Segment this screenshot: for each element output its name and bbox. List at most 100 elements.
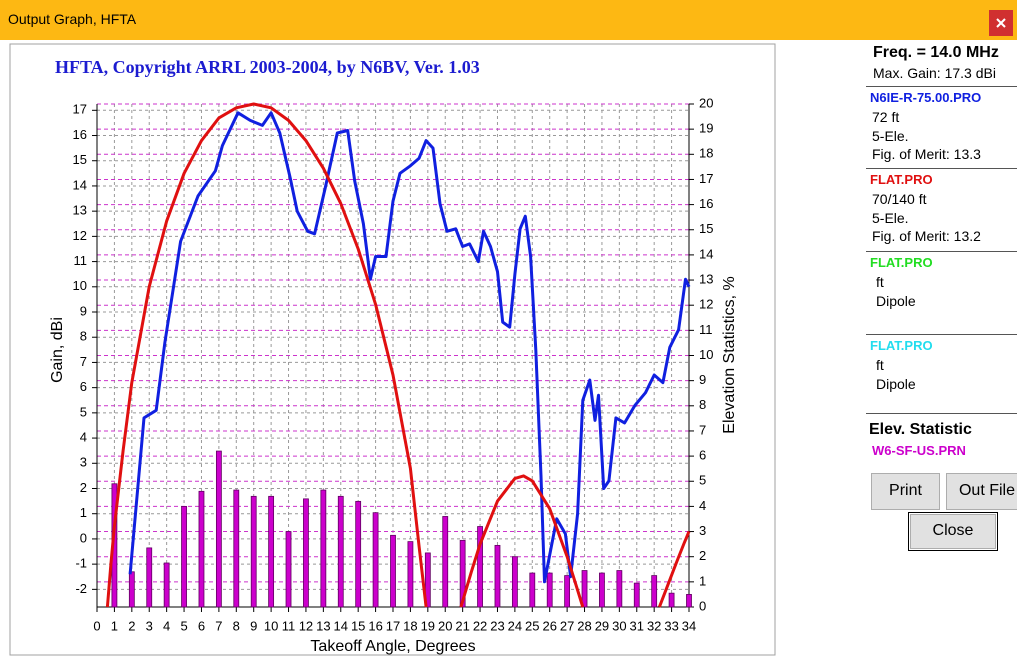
x-tick-label: 25 <box>525 618 539 633</box>
y2-tick-label: 18 <box>699 146 713 161</box>
antenna-detail: 70/140 ft <box>872 191 927 207</box>
side-panel: Freq. = 14.0 MHz Max. Gain: 17.3 dBi N6IE-… <box>866 40 1017 671</box>
x-tick-label: 20 <box>438 618 452 633</box>
bar <box>372 512 379 608</box>
x-tick-label: 32 <box>647 618 661 633</box>
y-tick-label: 7 <box>80 354 87 369</box>
x-tick-label: 27 <box>560 618 574 633</box>
bar <box>285 531 292 608</box>
x-tick-label: 28 <box>577 618 591 633</box>
x-tick-label: 2 <box>128 618 135 633</box>
y2-tick-label: 6 <box>699 448 706 463</box>
window-title: Output Graph, HFTA <box>8 11 137 27</box>
x-tick-label: 4 <box>163 618 170 633</box>
antenna-detail: Fig. of Merit: 13.2 <box>872 228 981 244</box>
separator <box>866 334 1017 335</box>
y2-tick-label: 7 <box>699 422 706 437</box>
x-tick-label: 16 <box>368 618 382 633</box>
x-tick-label: 0 <box>93 618 100 633</box>
y2-tick-label: 11 <box>699 322 713 337</box>
bar <box>390 534 396 608</box>
x-tick-label: 21 <box>455 618 469 633</box>
y2-tick-label: 20 <box>699 95 713 110</box>
x-tick-label: 18 <box>403 618 417 633</box>
bar <box>337 495 344 608</box>
separator <box>866 168 1017 169</box>
gain-line <box>128 111 691 584</box>
x-tick-label: 13 <box>316 618 330 633</box>
x-tick-label: 15 <box>351 618 365 633</box>
bar <box>581 570 588 608</box>
elev-file: W6-SF-US.PRN <box>872 443 966 458</box>
antenna-detail: ft <box>876 357 884 373</box>
y-tick-label: 10 <box>73 278 87 293</box>
bar <box>529 572 536 608</box>
print-button[interactable]: Print <box>871 473 940 510</box>
x-tick-label: 14 <box>334 618 348 633</box>
antenna-detail: 5-Ele. <box>872 209 909 226</box>
separator <box>866 251 1017 252</box>
bar <box>442 516 449 608</box>
y2-tick-label: 4 <box>699 498 706 513</box>
close-window-button[interactable] <box>989 10 1013 36</box>
bar <box>668 592 675 608</box>
max-gain: Max. Gain: 17.3 dBi <box>873 65 996 81</box>
x-tick-label: 1 <box>111 618 118 633</box>
separator <box>866 413 1017 414</box>
close-button[interactable]: Close <box>908 512 998 551</box>
y-tick-label: 11 <box>74 253 88 268</box>
bar <box>215 450 222 608</box>
x-tick-label: 8 <box>233 618 240 633</box>
y-tick-label: 17 <box>73 102 87 117</box>
y-tick-label: -2 <box>75 581 87 596</box>
y-tick-label: 5 <box>80 404 87 419</box>
antenna-name: N6IE-R-75.00.PRO <box>870 90 982 105</box>
y2-tick-label: 2 <box>699 548 706 563</box>
y2-tick-label: 10 <box>699 347 713 362</box>
y-tick-label: 15 <box>73 152 87 167</box>
y2-tick-label: 0 <box>699 598 706 613</box>
y2-tick-label: 9 <box>699 372 706 387</box>
y2-tick-label: 12 <box>699 297 713 312</box>
x-tick-label: 23 <box>490 618 504 633</box>
bar <box>128 571 135 608</box>
antenna-name: FLAT.PRO <box>870 255 933 270</box>
bar <box>633 582 640 608</box>
x-axis-label: Takeoff Angle, Degrees <box>310 638 475 655</box>
x-tick-label: 3 <box>146 618 153 633</box>
y2-axis-label: Elevation Statistics, % <box>721 276 738 433</box>
antenna-detail: Dipole <box>876 375 916 392</box>
chart: HFTA, Copyright ARRL 2003-2004, by N6BV,… <box>9 43 776 656</box>
x-tick-label: 5 <box>180 618 187 633</box>
y2-tick-label: 8 <box>699 397 706 412</box>
antenna-detail: ft <box>876 274 884 290</box>
bar <box>424 552 431 608</box>
y2-tick-label: 14 <box>699 246 713 261</box>
bar <box>407 541 414 608</box>
bar <box>355 500 362 608</box>
x-tick-label: 19 <box>421 618 435 633</box>
out-file-button[interactable]: Out File <box>946 473 1017 510</box>
y-tick-label: 0 <box>80 530 87 545</box>
y-tick-label: 3 <box>80 455 87 470</box>
y2-tick-label: 13 <box>699 271 713 286</box>
y-axis-label: Gain, dBi <box>49 317 66 383</box>
elev-label: Elev. Statistic <box>869 421 972 438</box>
x-tick-label: 11 <box>282 618 296 633</box>
bar <box>146 547 153 608</box>
bar <box>511 556 518 608</box>
bar <box>546 572 553 608</box>
bar <box>181 505 187 608</box>
antenna-detail: 5-Ele. <box>872 127 909 144</box>
x-tick-label: 26 <box>542 618 556 633</box>
y2-tick-label: 5 <box>699 473 706 488</box>
y2-tick-label: 16 <box>699 196 713 211</box>
x-tick-label: 29 <box>595 618 609 633</box>
bar <box>616 570 623 608</box>
bar <box>651 575 658 608</box>
frequency: Freq. = 14.0 MHz <box>873 44 999 61</box>
bar <box>198 490 205 608</box>
separator <box>866 86 1017 87</box>
y2-tick-label: 17 <box>699 171 713 186</box>
